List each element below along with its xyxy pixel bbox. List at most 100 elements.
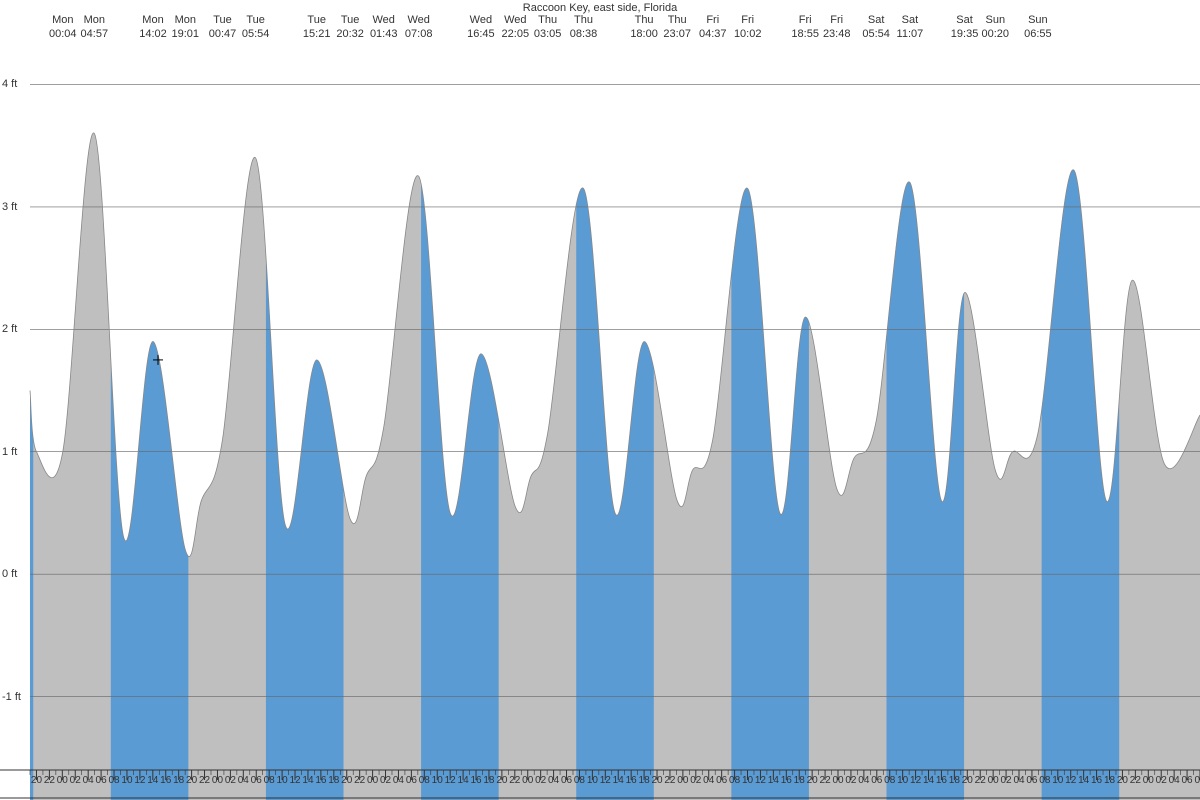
x-axis-label: 06 [96,775,107,786]
x-axis-label: 18 [173,775,184,786]
x-axis-label: 10 [1052,775,1063,786]
tide-extreme-label: Mon14:02 [139,14,167,42]
x-axis-label: 06 [561,775,572,786]
tide-chart-svg [0,0,1200,800]
tide-label-time: 00:04 [49,28,77,42]
tide-label-time: 22:05 [502,28,530,42]
tide-label-day: Sun [982,14,1010,28]
tide-label-day: Fri [734,14,762,28]
x-axis-label: 14 [923,775,934,786]
x-axis-label: 16 [626,775,637,786]
x-axis-label: 10 [897,775,908,786]
x-axis-label: 12 [289,775,300,786]
tide-extreme-label: Wed22:05 [502,14,530,42]
tide-extreme-label: Fri23:48 [823,14,851,42]
y-axis-label: 3 ft [2,201,17,213]
x-axis-label: 08 [419,775,430,786]
x-axis-label: 02 [1001,775,1012,786]
tide-label-day: Wed [370,14,398,28]
x-axis-label: 18 [639,775,650,786]
tide-label-time: 19:01 [172,28,200,42]
tide-label-day: Sun [1024,14,1052,28]
x-axis-label: 00 [57,775,68,786]
x-axis-label: 06 [871,775,882,786]
tide-label-day: Mon [49,14,77,28]
tide-label-time: 08:38 [570,28,598,42]
x-axis-label: 22 [820,775,831,786]
x-axis-label: 02 [535,775,546,786]
y-axis-label: 0 ft [2,568,17,580]
x-axis-label: 10 [742,775,753,786]
x-axis-label: 14 [613,775,624,786]
tide-label-day: Sat [862,14,890,28]
x-axis-label: 04 [858,775,869,786]
x-axis-label: 16 [936,775,947,786]
x-axis-label: 12 [445,775,456,786]
x-axis-label: 04 [703,775,714,786]
tide-extreme-label: Thu18:00 [630,14,658,42]
tide-label-day: Mon [139,14,167,28]
x-axis-label: 12 [910,775,921,786]
x-axis-label: 22 [44,775,55,786]
y-axis-label: -1 ft [2,691,21,703]
y-axis-label: 2 ft [2,323,17,335]
x-axis-label: 12 [134,775,145,786]
tide-label-time: 06:55 [1024,28,1052,42]
x-axis-label: 20 [962,775,973,786]
x-axis-label: 04 [83,775,94,786]
tide-label-time: 16:45 [467,28,495,42]
tide-extreme-label: Mon00:04 [49,14,77,42]
x-axis-label: 18 [949,775,960,786]
x-axis-label: 08 [1194,775,1200,786]
x-axis-label: 12 [755,775,766,786]
y-axis-label: 1 ft [2,446,17,458]
tide-label-time: 05:54 [242,28,270,42]
x-axis-label: 04 [1013,775,1024,786]
x-axis-label: 14 [147,775,158,786]
x-axis-label: 18 [1104,775,1115,786]
x-axis-label: 18 [483,775,494,786]
x-axis-label: 18 [328,775,339,786]
x-axis-label: 10 [587,775,598,786]
x-axis-label: 14 [302,775,313,786]
tide-label-day: Tue [242,14,270,28]
tide-label-day: Thu [663,14,691,28]
x-axis-label: 04 [238,775,249,786]
x-axis-label: 04 [393,775,404,786]
tide-label-time: 18:00 [630,28,658,42]
chart-title: Raccoon Key, east side, Florida [523,2,677,14]
tide-label-day: Sat [897,14,924,28]
tide-extreme-label: Tue05:54 [242,14,270,42]
tide-extreme-label: Thu03:05 [534,14,562,42]
tide-label-day: Fri [791,14,819,28]
tide-extreme-label: Sat19:35 [951,14,979,42]
x-axis-label: 02 [1156,775,1167,786]
x-axis-label: 08 [574,775,585,786]
x-axis-label: 04 [548,775,559,786]
x-axis-label: 20 [341,775,352,786]
x-axis-label: 10 [121,775,132,786]
tide-label-time: 01:43 [370,28,398,42]
tide-extreme-label: Fri18:55 [791,14,819,42]
x-axis-label: 20 [1117,775,1128,786]
tide-label-day: Wed [502,14,530,28]
x-axis-label: 22 [1130,775,1141,786]
tide-extreme-label: Mon19:01 [172,14,200,42]
tide-label-time: 23:48 [823,28,851,42]
x-axis-label: 14 [1078,775,1089,786]
x-axis-label: 00 [212,775,223,786]
x-axis-label: 08 [108,775,119,786]
tide-label-time: 14:02 [139,28,167,42]
tide-label-time: 10:02 [734,28,762,42]
tide-label-day: Wed [405,14,433,28]
tide-label-day: Sat [951,14,979,28]
x-axis-label: 04 [1169,775,1180,786]
x-axis-label: 20 [807,775,818,786]
tide-label-time: 00:47 [209,28,237,42]
tide-extreme-label: Tue15:21 [303,14,331,42]
tide-label-day: Mon [81,14,109,28]
tide-label-time: 15:21 [303,28,331,42]
tide-label-time: 11:07 [897,28,924,42]
tide-extreme-label: Thu08:38 [570,14,598,42]
tide-label-time: 18:55 [791,28,819,42]
